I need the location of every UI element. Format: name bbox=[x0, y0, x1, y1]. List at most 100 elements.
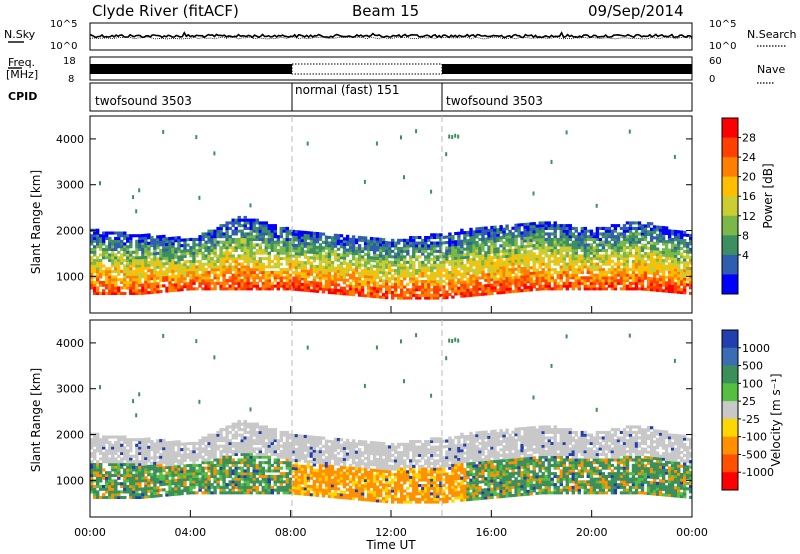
power-cell bbox=[243, 259, 247, 263]
power-cell bbox=[303, 263, 308, 267]
power-cell bbox=[505, 276, 509, 280]
power-cell bbox=[439, 277, 443, 281]
station-title: Clyde River (fitACF) bbox=[92, 2, 239, 20]
power-cell bbox=[652, 285, 657, 289]
power-cell bbox=[294, 271, 299, 275]
power-cell bbox=[499, 260, 503, 264]
power-cell bbox=[150, 271, 154, 275]
power-cell bbox=[412, 271, 416, 275]
power-cell bbox=[388, 249, 392, 253]
power-cell bbox=[195, 270, 199, 274]
power-cell bbox=[403, 255, 407, 259]
power-cell bbox=[225, 259, 229, 263]
velocity-cell bbox=[177, 453, 181, 457]
power-cell bbox=[327, 279, 332, 283]
power-cell bbox=[607, 243, 612, 247]
power-cell bbox=[517, 278, 521, 282]
velocity-cell bbox=[240, 483, 244, 487]
power-cell bbox=[547, 279, 551, 283]
velocity-cell bbox=[234, 444, 238, 448]
power-cell bbox=[481, 284, 485, 288]
velocity-cell bbox=[132, 490, 136, 494]
velocity-cell bbox=[222, 491, 226, 495]
power-cell bbox=[397, 285, 401, 289]
power-cell bbox=[658, 269, 663, 273]
power-cell bbox=[231, 265, 235, 269]
power-speckle bbox=[198, 195, 201, 200]
power-cell bbox=[270, 246, 274, 250]
power-cell bbox=[348, 273, 353, 277]
power-cell bbox=[114, 269, 118, 273]
power-cell bbox=[138, 264, 142, 268]
power-cell bbox=[499, 244, 503, 248]
power-cell bbox=[348, 276, 353, 280]
power-cell bbox=[144, 252, 148, 256]
velocity-cell bbox=[240, 428, 244, 432]
velocity-cell bbox=[165, 457, 169, 461]
power-cell bbox=[677, 287, 681, 291]
power-cell bbox=[643, 273, 648, 277]
power-cell bbox=[276, 262, 280, 266]
power-cell bbox=[628, 240, 633, 244]
power-cell bbox=[330, 263, 335, 267]
power-cell bbox=[276, 287, 280, 291]
power-cell bbox=[168, 245, 172, 249]
power-cell bbox=[264, 257, 268, 261]
power-cell bbox=[327, 260, 332, 264]
power-cell bbox=[315, 284, 320, 288]
power-cell bbox=[680, 230, 684, 234]
power-cell bbox=[141, 267, 145, 271]
power-cell bbox=[496, 228, 500, 232]
power-cell bbox=[478, 260, 482, 264]
power-cell bbox=[565, 262, 569, 266]
power-cell bbox=[123, 278, 127, 282]
power-cell bbox=[132, 250, 136, 254]
power-cell bbox=[514, 259, 518, 263]
power-cell bbox=[126, 253, 130, 257]
power-cell bbox=[547, 265, 551, 269]
power-cell bbox=[357, 244, 362, 248]
power-cell bbox=[117, 242, 121, 246]
power-cell bbox=[354, 265, 359, 269]
power-cell bbox=[342, 278, 347, 282]
power-cell bbox=[610, 279, 615, 283]
power-cell bbox=[502, 235, 506, 239]
power-cell bbox=[418, 247, 422, 251]
power-cell bbox=[532, 238, 536, 242]
power-cell bbox=[147, 269, 151, 273]
power-cell bbox=[670, 265, 675, 269]
power-cell bbox=[436, 293, 440, 297]
power-cell bbox=[339, 264, 344, 268]
power-cell bbox=[159, 276, 163, 280]
power-cell bbox=[324, 243, 329, 247]
power-cell bbox=[610, 235, 615, 239]
power-cell bbox=[351, 268, 356, 272]
power-cell bbox=[252, 265, 256, 269]
power-cell bbox=[177, 241, 181, 245]
power-cell bbox=[264, 281, 268, 285]
power-cell bbox=[342, 240, 347, 244]
power-cell bbox=[132, 291, 136, 295]
power-cell bbox=[583, 229, 587, 233]
power-cell bbox=[105, 236, 109, 240]
power-cell bbox=[421, 271, 425, 275]
power-cell bbox=[421, 247, 425, 251]
power-cell bbox=[180, 285, 184, 289]
power-cell bbox=[490, 231, 494, 235]
power-cell bbox=[285, 251, 289, 255]
power-cell bbox=[324, 287, 329, 291]
power-cell bbox=[174, 255, 178, 259]
power-cell bbox=[207, 273, 211, 277]
power-cell bbox=[294, 243, 299, 247]
power-cell bbox=[484, 286, 488, 290]
power-cell bbox=[237, 215, 241, 219]
power-cell bbox=[541, 262, 545, 266]
power-cell bbox=[457, 292, 461, 296]
power-cell bbox=[508, 290, 512, 294]
power-cell bbox=[246, 240, 250, 244]
velocity-cell bbox=[249, 474, 253, 478]
power-cell bbox=[463, 233, 467, 237]
power-cell bbox=[159, 240, 163, 244]
power-cell bbox=[481, 246, 485, 250]
power-cell bbox=[225, 226, 229, 230]
